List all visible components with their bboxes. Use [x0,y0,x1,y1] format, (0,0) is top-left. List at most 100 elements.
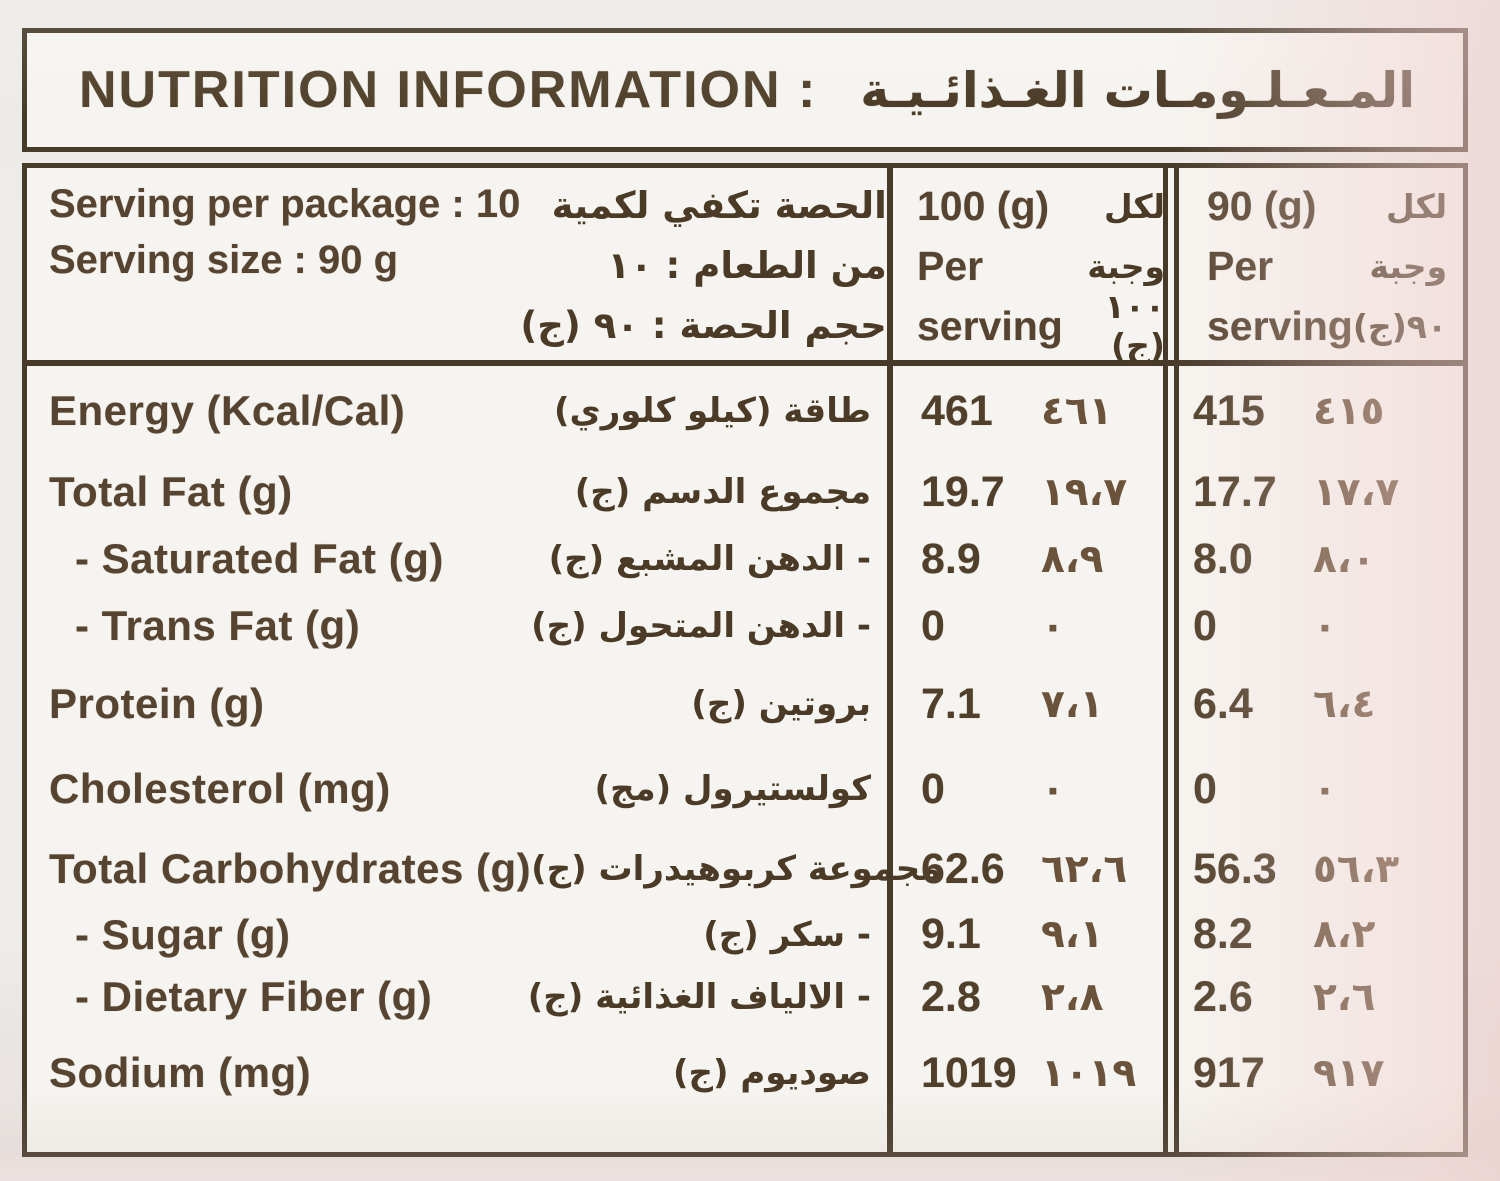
value-western: 0 [1193,764,1217,813]
value-per-90g-cell: 2.6 ٢،٦ [1179,973,1463,1022]
serving-arabic-line1: الحصة تكفي لكمية [551,184,887,227]
value-arabic: ٤١٥ [1313,388,1385,434]
nutrient-label-cell: Total Fat (g) مجموع الدسم (ج) [27,468,893,516]
nutrient-label-en: Sodium (mg) [49,1049,312,1096]
per-100g-arabic-1: لكل [1103,186,1165,226]
value-arabic: ٠ [1041,603,1065,649]
per-90g-serving: serving [1207,302,1353,349]
value-arabic: ٨،٢ [1313,912,1376,957]
value-per-100g-cell: 7.1 ٧،١ [893,680,1179,729]
row-total-carbohydrates: Total Carbohydrates (g) مجموعة كربوهيدرا… [27,832,1463,906]
value-western: 1019 [921,1048,1017,1097]
nutrient-label-en: Total Carbohydrates (g) [49,845,532,892]
nutrient-label-en: - Saturated Fat (g) [75,535,444,582]
value-western: 415 [1193,386,1265,435]
per-90g-per: Per [1207,242,1274,289]
value-western: 6.4 [1193,679,1253,728]
value-western: 2.6 [1193,972,1253,1021]
nutrient-label-en: Energy (Kcal/Cal) [49,387,406,434]
nutrient-label-ar: كولستيرول (مج) [594,769,871,809]
row-sodium: Sodium (mg) صوديوم (ج) 1019 ١٠١٩ 917 ٩١٧ [27,1031,1463,1115]
nutrient-label-ar: - الدهن المتحول (ج) [531,606,871,646]
nutrient-label-cell: - Saturated Fat (g) - الدهن المشبع (ج) [27,535,893,583]
value-arabic: ١٠١٩ [1041,1050,1137,1096]
per-100g-amount: 100 (g) [917,182,1050,229]
serving-size: Serving size : 90 g [49,238,399,282]
value-western: 7.1 [921,679,981,728]
value-per-100g-cell: 9.1 ٩،١ [893,910,1179,959]
value-arabic: ٢،٨ [1041,974,1104,1020]
title-arabic: المـعـلـومـات الغـذائـيـة [860,61,1415,119]
value-per-100g-cell: 461 ٤٦١ [893,387,1179,436]
nutrient-label-cell: - Dietary Fiber (g) - الالياف الغذائية (… [27,973,893,1021]
value-per-90g-cell: 415 ٤١٥ [1179,387,1463,436]
value-arabic: ٥٦،٣ [1313,846,1400,892]
value-per-100g-cell: 0 ٠ [893,602,1179,651]
value-per-90g-cell: 8.0 ٨،٠ [1179,535,1463,584]
value-arabic: ١٩،٧ [1041,469,1128,515]
row-trans-fat: - Trans Fat (g) - الدهن المتحول (ج) 0 ٠ … [27,590,1463,662]
nutrient-label-en: Total Fat (g) [49,468,293,515]
value-arabic: ٩،١ [1041,912,1104,957]
nutrient-label-en: - Sugar (g) [75,910,291,958]
value-per-90g-cell: 56.3 ٥٦،٣ [1179,845,1463,894]
header-line: 90 (g) لكل [1207,176,1447,236]
per-90g-amount: 90 (g) [1207,182,1317,229]
value-per-90g-cell: 6.4 ٦،٤ [1179,680,1463,729]
serving-per-package: Serving per package : 10 [49,182,521,226]
serving-info-english: Serving per package : 10 Serving size : … [49,176,520,360]
value-arabic: ٦،٤ [1313,681,1376,727]
per-90g-arabic-3: ٩٠(ج) [1352,306,1448,346]
serving-arabic-line2: من الطعام : ١٠ [607,244,887,287]
nutrient-label-cell: Protein (g) بروتين (ج) [27,680,893,728]
nutrient-label-cell: Energy (Kcal/Cal) طاقة (كيلو كلوري) [27,387,893,435]
value-western: 56.3 [1193,844,1277,893]
row-energy: Energy (Kcal/Cal) طاقة (كيلو كلوري) 461 … [27,366,1463,456]
nutrient-label-en: - Trans Fat (g) [75,602,361,649]
value-western: 19.7 [921,467,1005,516]
per-100g-per: Per [917,242,984,289]
value-per-100g-cell: 1019 ١٠١٩ [893,1049,1179,1098]
value-western: 8.2 [1193,910,1253,958]
value-western: 62.6 [921,844,1005,893]
value-arabic: ٨،٠ [1313,536,1376,582]
table-header: Serving per package : 10 Serving size : … [27,168,1463,366]
row-sugar: - Sugar (g) - سكر (ج) 9.1 ٩،١ 8.2 ٨،٢ [27,906,1463,963]
row-protein: Protein (g) بروتين (ج) 7.1 ٧،١ 6.4 ٦،٤ [27,662,1463,746]
serving-arabic-line3: حجم الحصة : ٩٠ (ج) [520,304,887,347]
nutrient-label-ar: مجموع الدسم (ج) [574,472,871,512]
value-western: 8.0 [1193,534,1253,583]
header-line: serving ١٠٠ (ج) [917,287,1165,365]
header-line: 100 (g) لكل [917,176,1165,236]
value-arabic: ٧،١ [1041,681,1104,727]
value-arabic: ٢،٦ [1313,974,1376,1020]
value-arabic: ٠ [1041,766,1065,812]
nutrient-label-ar: - الدهن المشبع (ج) [548,539,871,579]
per-100g-arabic-2: وجبة [1087,246,1165,286]
value-western: 0 [1193,601,1217,650]
value-western: 2.8 [921,972,981,1021]
per-90g-arabic-1: لكل [1386,186,1448,226]
nutrient-label-cell: - Trans Fat (g) - الدهن المتحول (ج) [27,602,893,650]
value-per-90g-cell: 0 ٠ [1179,602,1463,651]
value-western: 8.9 [921,534,981,583]
column-divider-values [1163,168,1179,1152]
value-per-90g-cell: 17.7 ١٧،٧ [1179,468,1463,517]
per-100g-serving: serving [917,302,1063,349]
value-arabic: ٤٦١ [1041,388,1113,434]
nutrient-label-cell: Cholesterol (mg) كولستيرول (مج) [27,765,893,813]
value-per-100g-cell: 2.8 ٢،٨ [893,973,1179,1022]
value-western: 17.7 [1193,467,1277,516]
row-saturated-fat: - Saturated Fat (g) - الدهن المشبع (ج) 8… [27,528,1463,590]
title-bar: NUTRITION INFORMATION : المـعـلـومـات ال… [22,28,1468,152]
per-90g-arabic-2: وجبة [1369,246,1448,286]
table-body: Energy (Kcal/Cal) طاقة (كيلو كلوري) 461 … [27,366,1463,1115]
value-arabic: ٠ [1313,603,1337,649]
value-arabic: ٠ [1313,766,1337,812]
value-arabic: ٩١٧ [1313,1050,1385,1096]
nutrient-label-ar: مجموعة كربوهيدرات (ج) [531,849,942,889]
nutrient-label-ar: بروتين (ج) [691,684,871,724]
value-western: 0 [921,601,945,650]
nutrient-label-ar: - سكر (ج) [703,914,871,955]
